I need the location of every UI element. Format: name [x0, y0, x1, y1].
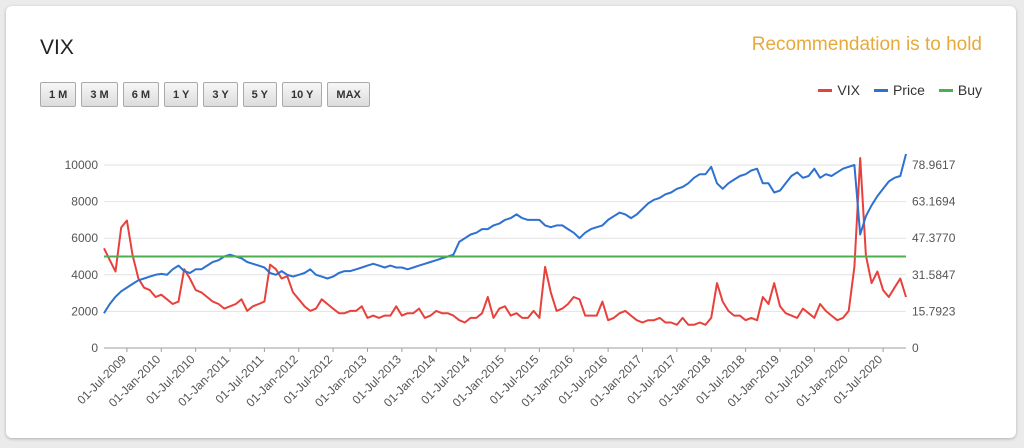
- line-chart: 0 2000 4000 6000 8000 10000 0 15.7923 31.5847 47.…: [65, 153, 956, 410]
- y-left-tick-label: 2000: [71, 304, 98, 318]
- y-right-tick-label: 31.5847: [912, 268, 956, 282]
- page-title: VIX: [40, 36, 74, 59]
- chart-legend: VIX Price Buy: [818, 82, 982, 98]
- y-left-tick-label: 4000: [71, 268, 98, 282]
- range-button-1y[interactable]: 1 Y: [164, 82, 199, 107]
- range-button-max[interactable]: MAX: [327, 82, 370, 107]
- y-left-tick-label: 6000: [71, 231, 98, 245]
- series-line-price: [103, 153, 907, 314]
- range-button-5y[interactable]: 5 Y: [242, 82, 277, 107]
- y-right-tick-label: 47.3770: [912, 231, 956, 245]
- y-right-tick-label: 63.1694: [912, 195, 956, 209]
- range-button-3m[interactable]: 3 M: [81, 82, 118, 107]
- chart-card: VIX Recommendation is to hold 1 M 3 M 6 …: [6, 6, 1016, 438]
- legend-swatch-buy: [938, 88, 953, 92]
- legend-label-price: Price: [892, 82, 925, 98]
- range-button-6m[interactable]: 6 M: [122, 82, 160, 107]
- legend-item-price[interactable]: Price: [873, 82, 925, 98]
- legend-item-vix[interactable]: VIX: [818, 82, 860, 98]
- y-right-tick-label: 0: [912, 341, 919, 355]
- y-left-tick-label: 0: [91, 341, 98, 355]
- legend-swatch-price: [873, 88, 888, 92]
- legend-label-buy: Buy: [957, 82, 982, 98]
- range-button-3y[interactable]: 3 Y: [203, 82, 238, 107]
- series-line-vix: [103, 157, 907, 326]
- recommendation-text: Recommendation is to hold: [751, 34, 982, 55]
- range-selector: 1 M 3 M 6 M 1 Y 3 Y 5 Y 10 Y MAX: [40, 82, 370, 107]
- y-right-tick-label: 78.9617: [912, 158, 956, 172]
- legend-label-vix: VIX: [837, 82, 860, 98]
- range-button-1m[interactable]: 1 M: [40, 82, 77, 107]
- range-button-10y[interactable]: 10 Y: [281, 82, 323, 107]
- y-left-tick-label: 10000: [65, 158, 99, 172]
- y-right-tick-label: 15.7923: [912, 304, 956, 318]
- legend-swatch-vix: [818, 88, 833, 92]
- legend-item-buy[interactable]: Buy: [938, 82, 982, 98]
- y-left-tick-label: 8000: [71, 195, 98, 209]
